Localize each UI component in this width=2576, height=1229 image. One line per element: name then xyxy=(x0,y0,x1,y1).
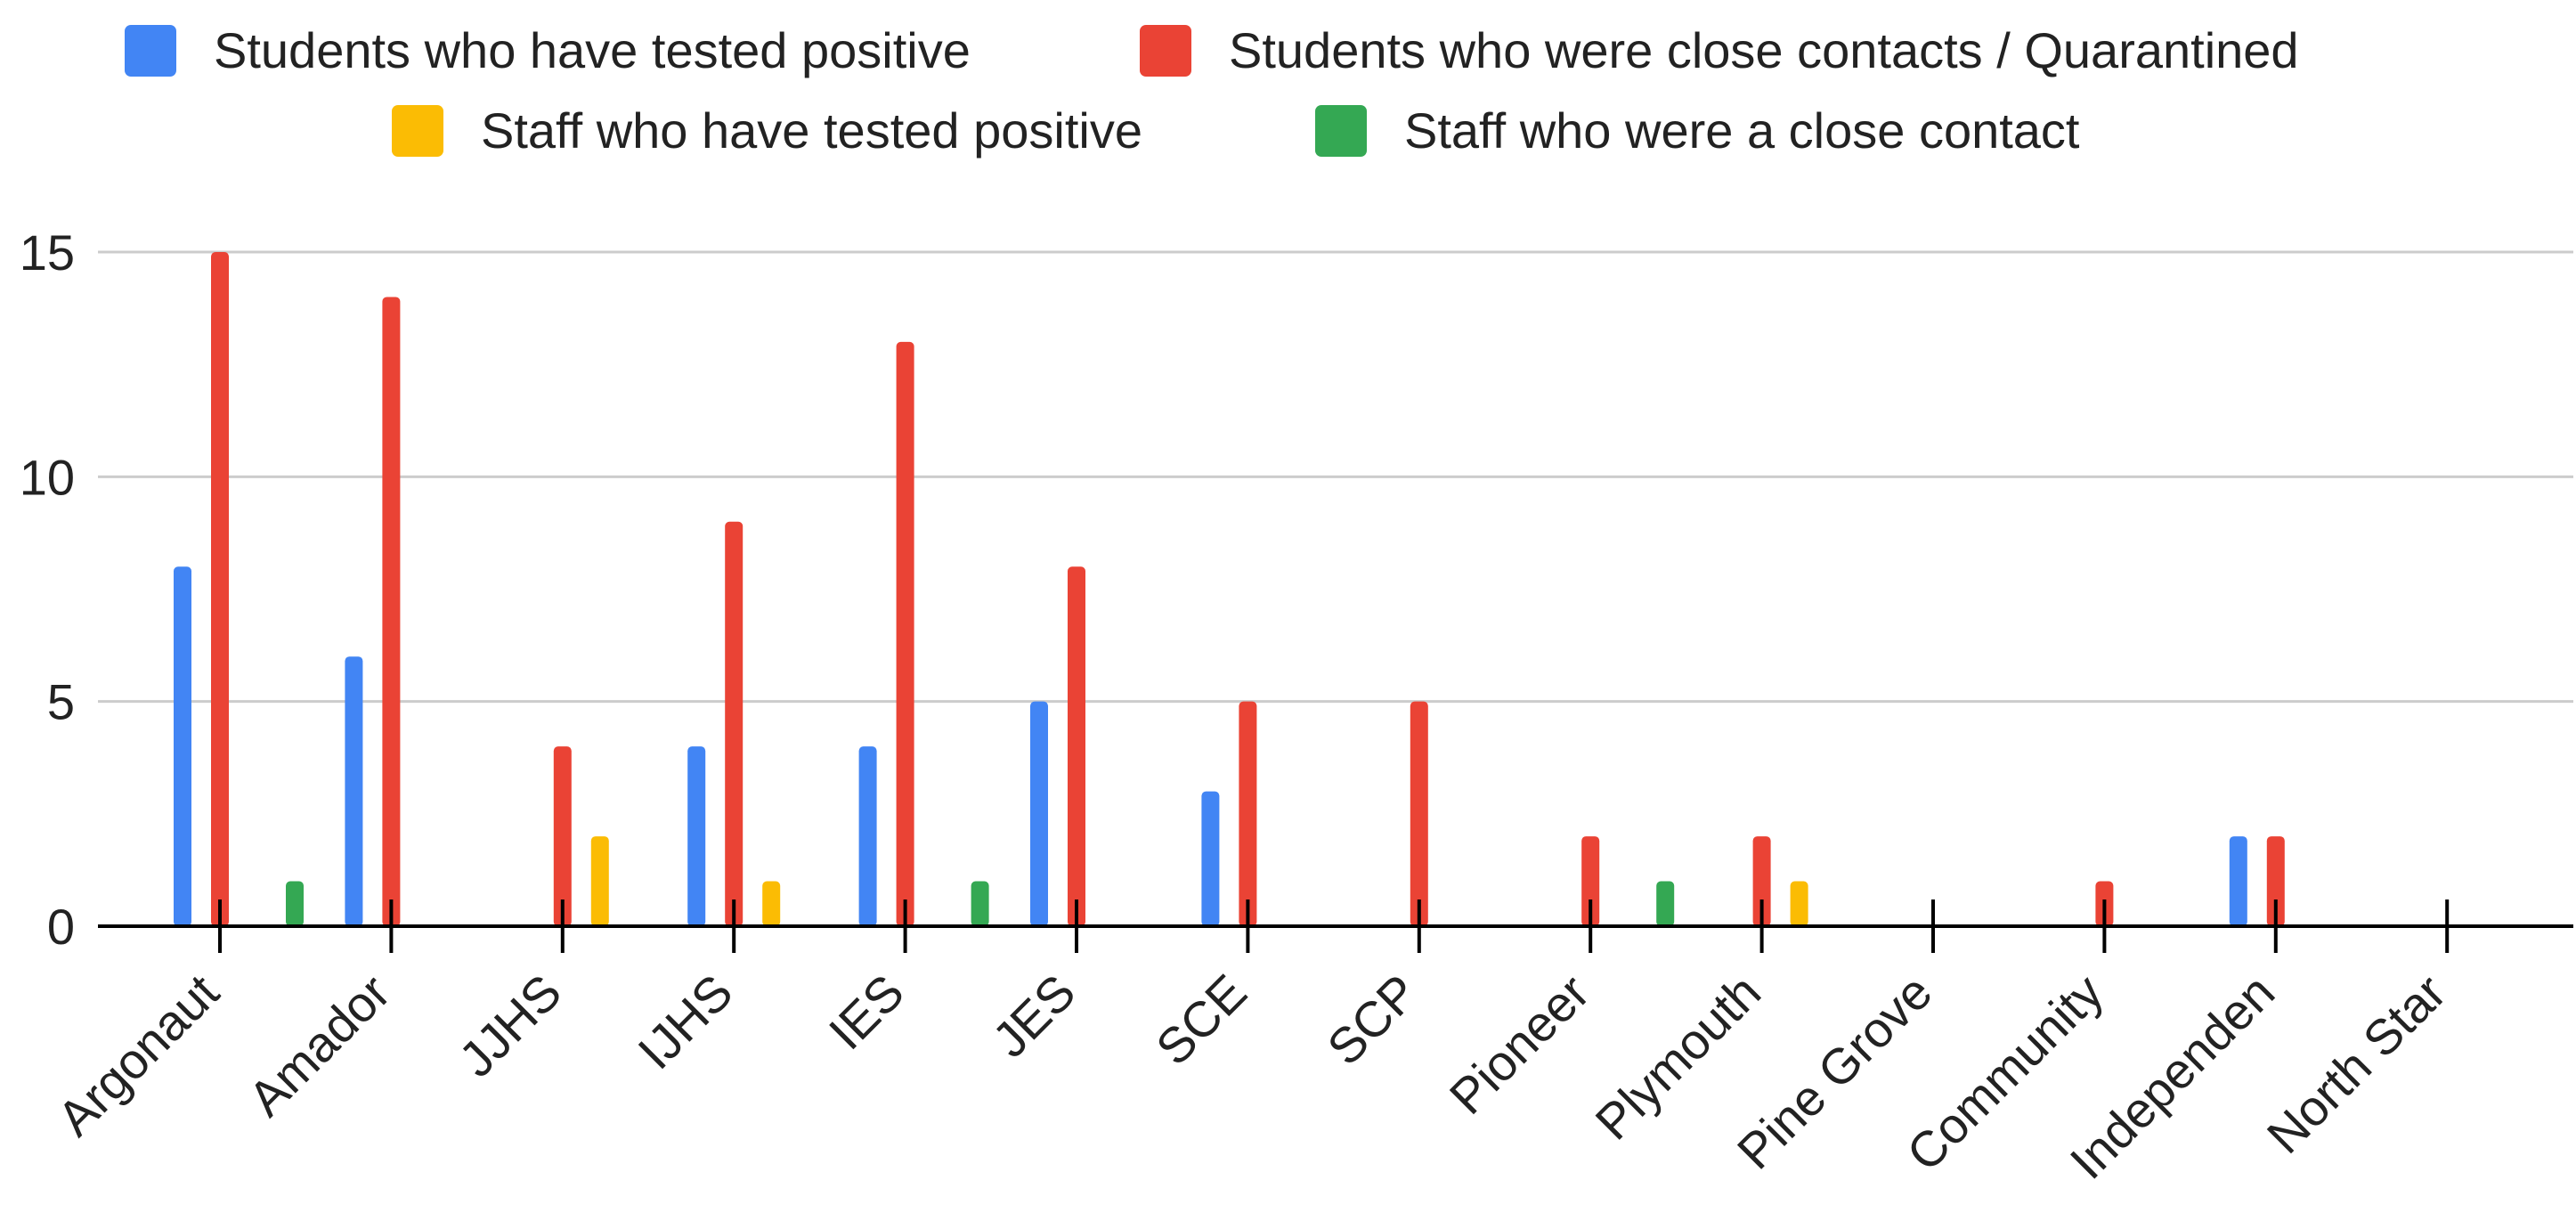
gridlines xyxy=(98,250,2573,704)
x-tick-label-north-star: North Star xyxy=(2256,964,2457,1164)
legend-swatch-3 xyxy=(392,105,443,157)
bar-ies-series-1 xyxy=(858,746,877,926)
bar-argonaut-series-2 xyxy=(211,252,229,926)
bar-independen-series-1 xyxy=(2229,836,2247,926)
legend-label-3: Staff who have tested positive xyxy=(481,102,1142,159)
legend-swatch-2 xyxy=(1140,25,1191,77)
x-tick-label-argonaut: Argonaut xyxy=(46,964,230,1147)
bar-ies-series-4 xyxy=(971,881,989,926)
bar-sce-series-2 xyxy=(1239,701,1257,926)
bar-plymouth-series-3 xyxy=(1790,881,1808,926)
bar-amador-series-1 xyxy=(345,656,363,926)
legend-label-2: Students who were close contacts / Quara… xyxy=(1229,22,2299,78)
legend-label-1: Students who have tested positive xyxy=(214,22,971,78)
y-axis-ticks: 0 5 10 15 xyxy=(20,224,75,955)
bar-independen-series-2 xyxy=(2266,836,2285,926)
bar-argonaut-series-4 xyxy=(286,881,304,926)
y-tick-label-0: 0 xyxy=(47,899,75,955)
bar-pioneer-series-4 xyxy=(1656,881,1675,926)
x-tick-label-scp: SCP xyxy=(1316,964,1428,1076)
bar-argonaut-series-1 xyxy=(174,566,191,926)
bar-amador-series-2 xyxy=(382,297,401,926)
bar-ijhs-series-1 xyxy=(687,746,706,926)
bars xyxy=(174,252,2285,926)
bar-scp-series-2 xyxy=(1410,701,1428,926)
x-tick-label-amador: Amador xyxy=(238,964,401,1127)
bar-ijhs-series-3 xyxy=(762,881,781,926)
y-tick-label-15: 15 xyxy=(20,224,75,281)
x-tick-label-jjhs: JJHS xyxy=(448,964,572,1087)
legend: Students who have tested positive Student… xyxy=(125,22,2299,159)
x-tick-label-sce: SCE xyxy=(1145,964,1257,1076)
bar-pioneer-series-2 xyxy=(1581,836,1600,926)
bar-plymouth-series-2 xyxy=(1752,836,1771,926)
x-tick-label-ijhs: IJHS xyxy=(627,964,743,1079)
bar-jes-series-1 xyxy=(1030,701,1048,926)
x-tick-label-jes: JES xyxy=(981,964,1085,1068)
bar-jjhs-series-2 xyxy=(553,746,572,926)
legend-label-4: Staff who were a close contact xyxy=(1404,102,2080,159)
x-tick-label-pioneer: Pioneer xyxy=(1439,964,1600,1125)
bar-sce-series-1 xyxy=(1201,791,1220,926)
x-tick-label-ies: IES xyxy=(818,964,914,1060)
bar-ies-series-2 xyxy=(896,341,914,926)
bar-jes-series-2 xyxy=(1068,566,1085,926)
legend-swatch-1 xyxy=(125,25,176,77)
y-tick-label-5: 5 xyxy=(47,674,75,730)
legend-swatch-4 xyxy=(1315,105,1367,157)
bar-ijhs-series-2 xyxy=(725,521,744,926)
y-tick-label-10: 10 xyxy=(20,449,75,505)
bar-jjhs-series-3 xyxy=(590,836,609,926)
x-axis-ticks: Argonaut Amador JJHS IJHS IES JES SCE SCP Pionee… xyxy=(46,899,2457,1190)
